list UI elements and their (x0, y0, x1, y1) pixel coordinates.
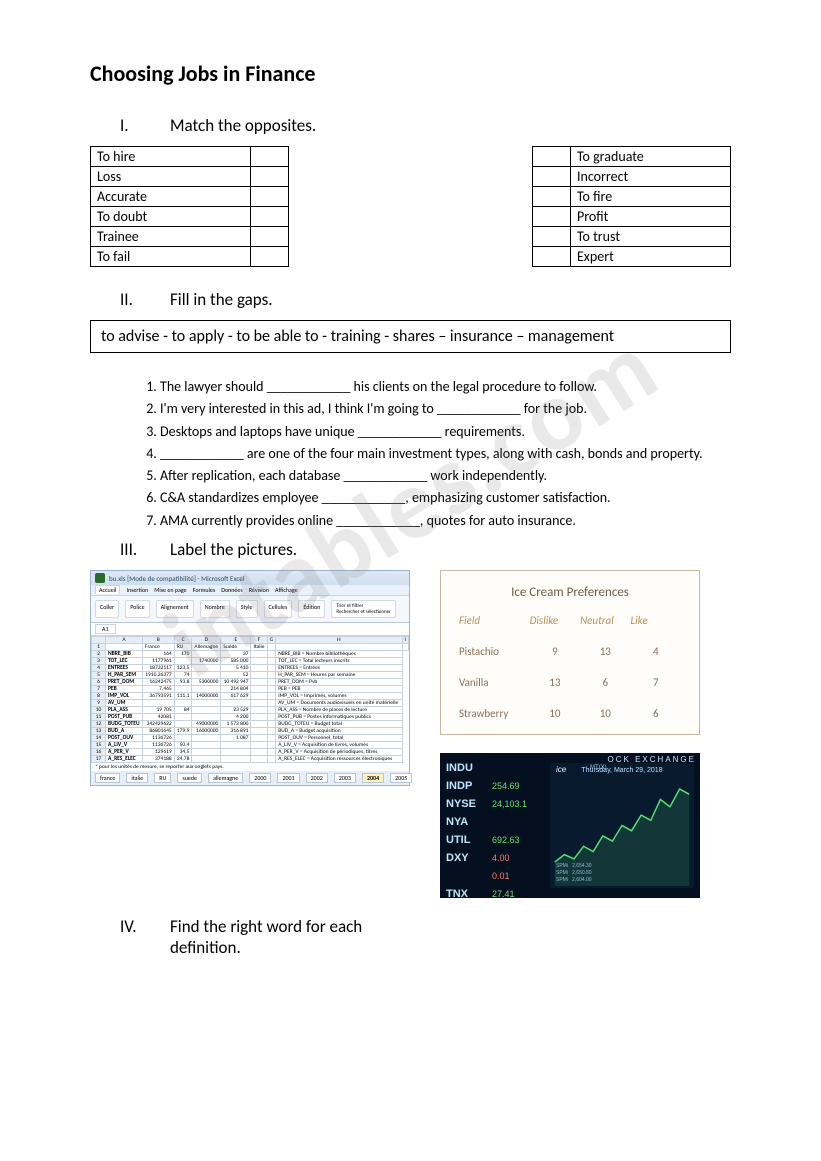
gap-item: C&A standardizes employee ____________, … (160, 488, 731, 508)
gap-item: Desktops and laptops have unique _______… (160, 422, 731, 442)
gap-item: I'm very interested in this ad, I think … (160, 399, 731, 419)
excel-logo-icon (95, 573, 105, 583)
match-right-cell: Expert (570, 247, 730, 267)
excel-window-title: bu.xls [Mode de compatibilité] - Microso… (109, 574, 244, 583)
section-4-heading: IV. Find the right word for each definit… (120, 916, 731, 958)
ice-cream-table: Ice Cream Preferences FieldDislikeNeutra… (440, 570, 700, 735)
section-2-heading: II. Fill in the gaps. (120, 289, 731, 310)
ice-cell: Strawberry (459, 707, 530, 720)
section-4-label-2: definition. (170, 937, 362, 958)
match-right-cell: To fire (570, 187, 730, 207)
ice-cream-title: Ice Cream Preferences (459, 585, 681, 600)
match-blank[interactable] (532, 247, 570, 267)
match-blank[interactable] (251, 167, 289, 187)
ice-header: Field (459, 614, 530, 627)
match-right-cell: To trust (570, 227, 730, 247)
ice-cell: 6 (580, 676, 630, 689)
gap-item: After replication, each database _______… (160, 466, 731, 486)
excel-footnote: * pour les unités de mesure, se reporter… (91, 763, 409, 771)
section-1-label: Match the opposites. (170, 115, 316, 136)
excel-ribbon-groups: CollerPoliceAlignementNombreStyleCellule… (91, 596, 409, 623)
roman-4: IV. (120, 916, 170, 958)
gap-item: AMA currently provides online __________… (160, 511, 731, 531)
roman-1: I. (120, 115, 170, 136)
match-blank[interactable] (251, 187, 289, 207)
page-title: Choosing Jobs in Finance (90, 60, 731, 87)
match-left-cell: Loss (91, 167, 251, 187)
ice-cell: 10 (530, 707, 580, 720)
match-blank[interactable] (251, 227, 289, 247)
roman-3: III. (120, 539, 170, 560)
ice-header: Like (631, 614, 681, 627)
match-blank[interactable] (532, 227, 570, 247)
stock-chart: ice MT(X) Thursday, March 29, 2018 SPMi … (550, 763, 694, 888)
stock-exchange-image: OCK EXCHANGE POST 6 INDUINDP254.69NYSE24… (440, 753, 700, 898)
match-left-cell: To doubt (91, 207, 251, 227)
stock-ticker-list: INDUINDP254.69NYSE24,103.1NYAUTIL692.63D… (446, 759, 527, 898)
word-box: to advise - to apply - to be able to - t… (90, 320, 731, 353)
match-left-cell: Accurate (91, 187, 251, 207)
section-3-label: Label the pictures. (170, 539, 297, 560)
ice-cell: Pistachio (459, 645, 530, 658)
match-blank[interactable] (532, 167, 570, 187)
match-blank[interactable] (251, 207, 289, 227)
section-4-label-1: Find the right word for each (170, 916, 362, 937)
match-left-cell: Trainee (91, 227, 251, 247)
match-right-cell: Profit (570, 207, 730, 227)
ice-cell: 9 (530, 645, 580, 658)
match-blank[interactable] (532, 207, 570, 227)
section-2-label: Fill in the gaps. (170, 289, 273, 310)
ice-header: Dislike (530, 614, 580, 627)
ice-cell: 4 (631, 645, 681, 658)
match-blank[interactable] (532, 147, 570, 167)
excel-ribbon-tabs: AccueilInsertionMise en pageFormulesDonn… (91, 585, 409, 596)
gap-list: The lawyer should ____________ his clien… (90, 377, 731, 531)
match-left-cell: To fail (91, 247, 251, 267)
ice-cell: 13 (530, 676, 580, 689)
match-table: To hireTo graduateLossIncorrectAccurateT… (90, 146, 731, 267)
gap-item: ____________ are one of the four main in… (160, 444, 731, 464)
match-right-cell: To graduate (570, 147, 730, 167)
section-1-heading: I. Match the opposites. (120, 115, 731, 136)
gap-item: The lawyer should ____________ his clien… (160, 377, 731, 397)
match-left-cell: To hire (91, 147, 251, 167)
excel-sheet-tabs: franceitalieRUsuedeallemagne200020012002… (91, 771, 409, 785)
excel-sheet: ABCDEFGHI1FranceRUAllemagneSuèdeItalie2N… (91, 636, 409, 763)
section-3-heading: III. Label the pictures. (120, 539, 731, 560)
excel-cell-ref: A1 (95, 624, 116, 634)
ice-cell: 10 (580, 707, 630, 720)
ice-cell: 6 (631, 707, 681, 720)
match-blank[interactable] (251, 247, 289, 267)
spm-list: SPMi 2,654.30SPMi 2,650.80SPMi 2,604.00 (556, 863, 592, 884)
roman-2: II. (120, 289, 170, 310)
ice-cell: 7 (631, 676, 681, 689)
ice-cell: Vanilla (459, 676, 530, 689)
excel-screenshot: bu.xls [Mode de compatibilité] - Microso… (90, 570, 410, 786)
match-blank[interactable] (532, 187, 570, 207)
ice-header: Neutral (580, 614, 630, 627)
match-right-cell: Incorrect (570, 167, 730, 187)
ice-cell: 13 (580, 645, 630, 658)
match-blank[interactable] (251, 147, 289, 167)
